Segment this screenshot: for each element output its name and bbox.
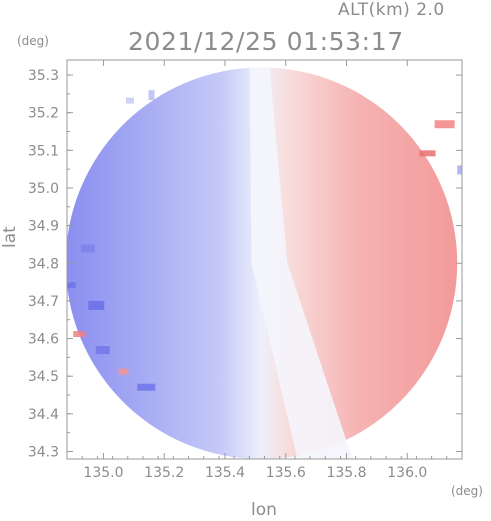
echo-patch (137, 383, 156, 391)
y-tick-label: 35.1 (28, 143, 59, 159)
x-tick-label: 135.6 (266, 465, 306, 481)
echo-patch (125, 97, 134, 104)
altitude-label: ALT(km) 2.0 (338, 0, 445, 20)
x-tick-label: 135.2 (144, 465, 184, 481)
y-tick-label: 34.5 (28, 369, 59, 385)
y-tick-label: 35.3 (28, 68, 59, 84)
y-tick-label: 34.7 (28, 294, 59, 310)
y-tick-label: 34.3 (28, 444, 59, 460)
x-unit-label: (deg) (451, 484, 483, 498)
y-tick-label: 34.8 (28, 256, 59, 272)
echo-patch (67, 282, 76, 289)
echo-patches (67, 90, 462, 391)
x-tick-label: 136.0 (387, 465, 427, 481)
echo-patch (449, 142, 462, 150)
zero-velocity-band (249, 67, 353, 459)
echo-patch (434, 120, 455, 129)
y-tick-label: 35.2 (28, 106, 59, 122)
echo-patch (148, 90, 155, 101)
echo-patch (95, 346, 110, 355)
echo-patch (118, 368, 129, 375)
x-tick-label: 135.0 (83, 465, 123, 481)
y-tick-label: 34.9 (28, 219, 59, 235)
y-tick-label: 34.6 (28, 332, 59, 348)
x-axis-label: lon (251, 500, 277, 520)
echo-patch (457, 165, 462, 175)
echo-patch (88, 300, 105, 310)
axis-ticks: 135.0 135.2 135.4 135.6 135.8 136.0 34.3 34.4 34… (28, 60, 462, 481)
echo-patch (419, 150, 436, 157)
x-tick-label: 135.4 (205, 465, 245, 481)
echo-patch (80, 244, 95, 253)
chart-title: 2021/12/25 01:53:17 (128, 27, 404, 56)
x-tick-label: 135.8 (326, 465, 366, 481)
y-tick-label: 34.4 (28, 407, 59, 423)
y-tick-label: 35.0 (28, 181, 59, 197)
echo-patch (73, 331, 86, 338)
y-unit-label: (deg) (17, 34, 49, 48)
